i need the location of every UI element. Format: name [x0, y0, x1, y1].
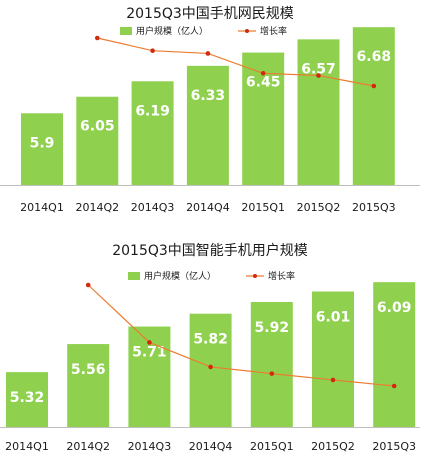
growth-rate-point	[269, 371, 275, 376]
growth-rate-point	[85, 282, 91, 288]
bar	[250, 302, 293, 427]
category-tick-label: 2015Q3	[372, 440, 416, 453]
growth-rate-point	[316, 73, 321, 78]
legend-bar-swatch	[128, 272, 140, 280]
bar	[373, 282, 416, 427]
bar-value-label: 6.33	[191, 88, 226, 104]
chart-title: 2015Q3中国智能手机用户规模	[112, 242, 308, 259]
growth-rate-point	[147, 340, 152, 345]
category-tick-label: 2014Q1	[5, 440, 49, 453]
growth-rate-point	[330, 377, 336, 383]
growth-rate-line	[87, 284, 395, 387]
bar	[76, 96, 119, 185]
bar	[131, 81, 174, 185]
bar	[352, 27, 395, 186]
bar-value-label: 6.09	[377, 300, 412, 316]
bar	[21, 113, 63, 185]
category-tick-label: 2014Q3	[131, 201, 175, 214]
bar	[312, 291, 354, 427]
category-tick-label: 2014Q2	[75, 201, 119, 214]
bar-value-label: 5.32	[10, 390, 45, 406]
category-tick-label: 2015Q2	[311, 440, 355, 453]
growth-rate-point	[391, 383, 397, 389]
bar-value-label: 5.56	[71, 362, 106, 378]
bar	[6, 372, 48, 427]
legend-bar-label: 用户规模（亿人）	[144, 270, 216, 282]
category-tick-label: 2015Q3	[352, 201, 396, 214]
bar-value-label: 5.71	[132, 345, 167, 361]
bar	[186, 65, 229, 185]
legend-bar-label: 用户规模（亿人）	[136, 25, 208, 37]
bar-value-label: 6.01	[316, 310, 351, 326]
chart-title: 2015Q3中国手机网民规模	[126, 6, 294, 22]
bar-value-label: 6.19	[135, 103, 170, 119]
category-tick-label: 2014Q3	[128, 440, 172, 453]
category-tick-label: 2014Q1	[20, 201, 64, 214]
legend-line-marker	[245, 29, 249, 33]
growth-rate-point	[150, 48, 155, 53]
bar	[67, 344, 110, 427]
bar-value-label: 6.05	[80, 119, 115, 135]
category-tick-label: 2015Q1	[250, 440, 294, 453]
category-tick-label: 2014Q2	[66, 440, 110, 453]
legend-bar-swatch	[120, 27, 132, 35]
growth-rate-line	[97, 37, 374, 87]
bar	[189, 313, 232, 427]
legend-line-marker	[253, 274, 257, 278]
category-tick-label: 2014Q4	[189, 440, 233, 453]
growth-rate-point	[205, 51, 211, 56]
bar-value-label: 6.57	[301, 61, 336, 77]
category-tick-label: 2014Q4	[186, 201, 230, 214]
bar-value-label: 6.68	[357, 49, 392, 65]
bar-value-label: 5.82	[193, 332, 228, 348]
category-tick-label: 2015Q1	[241, 201, 285, 214]
growth-rate-point	[260, 71, 266, 76]
bar-value-label: 5.9	[30, 135, 55, 151]
growth-rate-point	[371, 83, 377, 89]
bar-value-label: 5.92	[255, 320, 290, 336]
legend-line-label: 增长率	[260, 25, 287, 37]
bar	[297, 39, 340, 186]
growth-rate-point	[95, 35, 100, 41]
category-tick-label: 2015Q2	[297, 201, 341, 214]
growth-rate-point	[208, 364, 213, 370]
legend-line-label: 增长率	[268, 270, 295, 282]
bar-value-label: 6.45	[246, 75, 281, 91]
